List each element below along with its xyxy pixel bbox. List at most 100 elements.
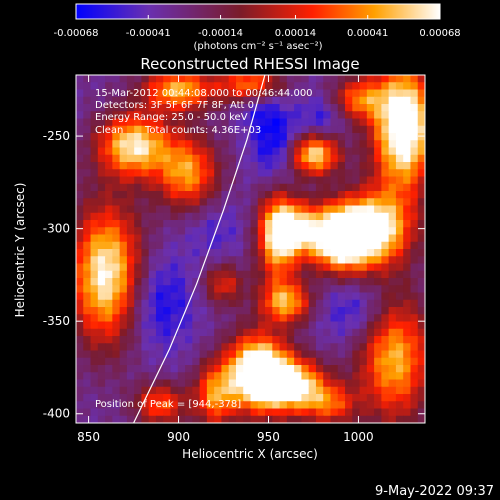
heatmap-cell xyxy=(170,415,179,423)
heatmap-cell xyxy=(170,227,179,236)
heatmap-cell xyxy=(272,278,281,286)
heatmap-cell xyxy=(417,372,425,381)
heatmap-cell xyxy=(286,386,295,395)
heatmap-cell xyxy=(337,183,346,192)
heatmap-cell xyxy=(83,299,92,308)
heatmap-cell xyxy=(155,415,164,423)
heatmap-cell xyxy=(395,386,404,395)
heatmap-cell xyxy=(265,365,273,373)
heatmap-cell xyxy=(301,249,310,257)
heatmap-cell xyxy=(381,336,390,344)
heatmap-cell xyxy=(250,249,259,257)
heatmap-cell xyxy=(235,263,244,272)
heatmap-cell xyxy=(388,256,397,265)
heatmap-cell xyxy=(112,118,121,127)
heatmap-cell xyxy=(141,191,150,199)
heatmap-cell xyxy=(105,263,113,272)
heatmap-cell xyxy=(126,183,135,192)
heatmap-cell xyxy=(308,104,317,112)
heatmap-cell xyxy=(395,176,404,185)
heatmap-cell xyxy=(185,336,193,344)
heatmap-cell xyxy=(381,75,390,83)
heatmap-cell xyxy=(403,191,412,199)
heatmap-cell xyxy=(257,96,266,105)
heatmap-cell xyxy=(417,96,425,105)
heatmap-cell xyxy=(308,176,317,185)
heatmap-cell xyxy=(374,307,382,315)
heatmap-cell xyxy=(352,154,361,163)
heatmap-cell xyxy=(315,379,324,388)
heatmap-cell xyxy=(155,256,164,265)
heatmap-cell xyxy=(185,205,193,214)
heatmap-cell xyxy=(148,212,157,221)
heatmap-cell xyxy=(192,147,201,156)
heatmap-cell xyxy=(250,263,259,272)
colorbar-tick-label: 0.00068 xyxy=(419,28,460,39)
heatmap-cell xyxy=(83,111,92,120)
heatmap-cell xyxy=(308,220,317,228)
heatmap-cell xyxy=(294,285,302,294)
heatmap-cell xyxy=(221,328,230,337)
heatmap-cell xyxy=(76,227,84,236)
heatmap-cell xyxy=(286,227,295,236)
heatmap-cell xyxy=(97,241,106,250)
heatmap-cell xyxy=(155,154,164,163)
heatmap-cell xyxy=(148,394,157,402)
heatmap-cell xyxy=(381,292,390,301)
heatmap-cell xyxy=(366,241,375,250)
heatmap-cell xyxy=(243,227,252,236)
heatmap-cell xyxy=(345,299,353,308)
heatmap-cell xyxy=(257,321,266,330)
heatmap-cell xyxy=(330,104,339,112)
heatmap-cell xyxy=(294,220,302,228)
heatmap-cell xyxy=(112,321,121,330)
heatmap-cell xyxy=(163,118,172,127)
heatmap-cell xyxy=(163,169,172,178)
heatmap-cell xyxy=(257,147,266,156)
heatmap-cell xyxy=(185,96,193,105)
heatmap-cell xyxy=(410,241,419,250)
heatmap-cell xyxy=(250,256,259,265)
heatmap-cell xyxy=(134,75,143,83)
heatmap-cell xyxy=(76,372,84,381)
heatmap-cell xyxy=(177,263,186,272)
heatmap-cell xyxy=(192,75,201,83)
heatmap-cell xyxy=(279,154,288,163)
heatmap-cell xyxy=(206,408,215,417)
heatmap-cell xyxy=(301,357,310,366)
heatmap-cell xyxy=(279,227,288,236)
heatmap-cell xyxy=(330,357,339,366)
heatmap-cell xyxy=(359,162,368,170)
heatmap-cell xyxy=(308,89,317,98)
heatmap-cell xyxy=(374,212,382,221)
heatmap-cell xyxy=(279,82,288,91)
heatmap-cell xyxy=(112,307,121,315)
heatmap-cell xyxy=(301,118,310,127)
heatmap-cell xyxy=(90,198,99,207)
heatmap-cell xyxy=(148,321,157,330)
heatmap-cell xyxy=(170,278,179,286)
heatmap-cell xyxy=(170,75,179,83)
heatmap-cell xyxy=(214,307,223,315)
heatmap-cell xyxy=(403,307,412,315)
heatmap-cell xyxy=(294,314,302,323)
heatmap-cell xyxy=(206,314,215,323)
heatmap-cell xyxy=(410,415,419,423)
heatmap-cell xyxy=(155,82,164,91)
heatmap-cell xyxy=(388,220,397,228)
heatmap-cell xyxy=(279,96,288,105)
heatmap-cell xyxy=(374,386,382,395)
heatmap-cell xyxy=(119,89,128,98)
heatmap-cell xyxy=(155,212,164,221)
heatmap-cell xyxy=(265,401,273,410)
heatmap-cell xyxy=(177,401,186,410)
heatmap-cell xyxy=(272,270,281,279)
heatmap-cell xyxy=(155,357,164,366)
heatmap-cell xyxy=(308,125,317,134)
heatmap-cell xyxy=(366,263,375,272)
heatmap-cell xyxy=(301,220,310,228)
heatmap-cell xyxy=(134,176,143,185)
heatmap-cell xyxy=(192,241,201,250)
heatmap-cell xyxy=(97,169,106,178)
heatmap-cell xyxy=(221,241,230,250)
